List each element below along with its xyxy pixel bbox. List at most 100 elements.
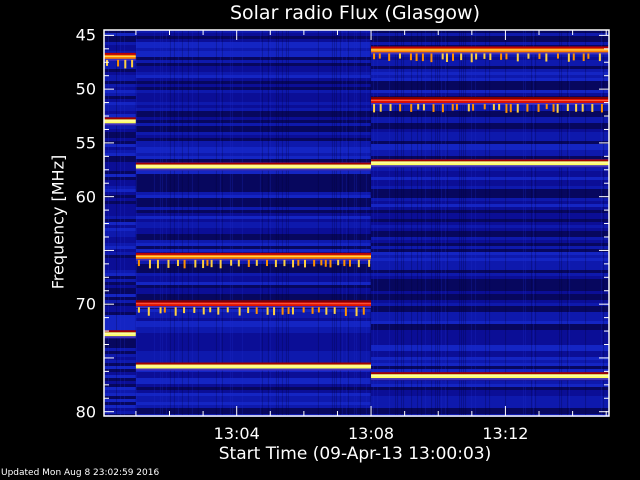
burst-spike (156, 259, 159, 269)
noise-stripe (104, 393, 136, 396)
noise-column (347, 30, 349, 416)
band-edge (371, 96, 609, 99)
noise-column (165, 30, 167, 416)
noise-stripe (104, 204, 136, 207)
burst-spike (441, 53, 444, 60)
noise-stripe (104, 300, 136, 303)
noise-stripe (104, 183, 136, 186)
noise-stripe (135, 54, 372, 57)
burst-spike (148, 259, 151, 269)
noise-stripe (135, 327, 372, 330)
noise-stripe (371, 369, 609, 372)
noise-column (403, 30, 405, 416)
burst-spike (545, 53, 548, 62)
noise-stripe (135, 399, 372, 402)
noise-stripe (371, 330, 609, 333)
burst-spike (317, 307, 320, 313)
noise-stripe (104, 249, 136, 252)
band-edge (135, 306, 372, 309)
noise-stripe (135, 171, 372, 174)
noise-stripe (104, 411, 136, 414)
noise-stripe (104, 231, 136, 234)
band-core (135, 303, 372, 305)
noise-stripe (104, 129, 136, 132)
noise-stripe (135, 42, 372, 45)
noise-column (215, 30, 217, 416)
noise-stripe (371, 366, 609, 369)
noise-column (341, 30, 343, 416)
noise-stripe (371, 198, 609, 201)
noise-stripe (135, 201, 372, 204)
noise-stripe (371, 180, 609, 183)
noise-stripe (135, 324, 372, 327)
burst-spike (183, 259, 186, 269)
noise-stripe (371, 72, 609, 75)
noise-column (505, 30, 507, 416)
noise-stripe (135, 123, 372, 126)
noise-stripe (371, 177, 609, 180)
noise-stripe (135, 84, 372, 87)
burst-spike (432, 103, 435, 112)
noise-stripe (135, 243, 372, 246)
noise-stripe (104, 264, 136, 267)
noise-stripe (135, 264, 372, 267)
noise-stripe (135, 156, 372, 159)
burst-spike (409, 53, 412, 61)
noise-stripe (371, 228, 609, 231)
band-edge (371, 102, 609, 105)
noise-stripe (371, 285, 609, 288)
noise-column (339, 30, 341, 416)
noise-stripe (371, 105, 609, 108)
noise-stripe (104, 81, 136, 84)
band-edge (371, 46, 609, 49)
noise-stripe (104, 288, 136, 291)
noise-stripe (104, 69, 136, 72)
noise-column (241, 30, 243, 416)
noise-stripe (371, 291, 609, 294)
noise-stripe (371, 276, 609, 279)
burst-spike (516, 53, 519, 62)
noise-stripe (371, 120, 609, 123)
noise-stripe (371, 135, 609, 138)
chart-title: Solar radio Flux (Glasgow) (229, 2, 481, 24)
burst-spike (337, 259, 340, 266)
noise-column (169, 30, 171, 416)
noise-column (153, 30, 155, 416)
noise-stripe (104, 303, 136, 306)
noise-stripe (371, 183, 609, 186)
noise-stripe (371, 144, 609, 147)
noise-stripe (371, 168, 609, 171)
burst-spike (303, 259, 306, 268)
noise-stripe (104, 42, 136, 45)
noise-stripe (371, 258, 609, 261)
noise-column (219, 30, 221, 416)
noise-stripe (371, 171, 609, 174)
noise-stripe (371, 90, 609, 93)
noise-column (435, 30, 437, 416)
noise-stripe (104, 111, 136, 114)
noise-stripe (135, 285, 372, 288)
noise-column (373, 30, 375, 416)
noise-stripe (135, 159, 372, 162)
burst-spike (255, 259, 258, 266)
burst-spike (194, 259, 197, 268)
burst-spike (373, 103, 376, 113)
noise-stripe (135, 411, 372, 414)
burst-spike (274, 259, 277, 268)
noise-stripe (371, 306, 609, 309)
noise-stripe (371, 36, 609, 39)
band-edge (135, 168, 372, 171)
noise-stripe (371, 396, 609, 399)
burst-spike (324, 259, 327, 267)
noise-stripe (371, 300, 609, 303)
noise-stripe (104, 255, 136, 258)
noise-stripe (104, 339, 136, 342)
burst-spike (516, 103, 519, 113)
burst-spike (379, 103, 382, 112)
noise-stripe (104, 207, 136, 210)
noise-stripe (104, 306, 136, 309)
noise-stripe (371, 93, 609, 96)
noise-stripe (104, 363, 136, 366)
burst-spike (311, 307, 314, 314)
burst-spike (581, 103, 584, 112)
